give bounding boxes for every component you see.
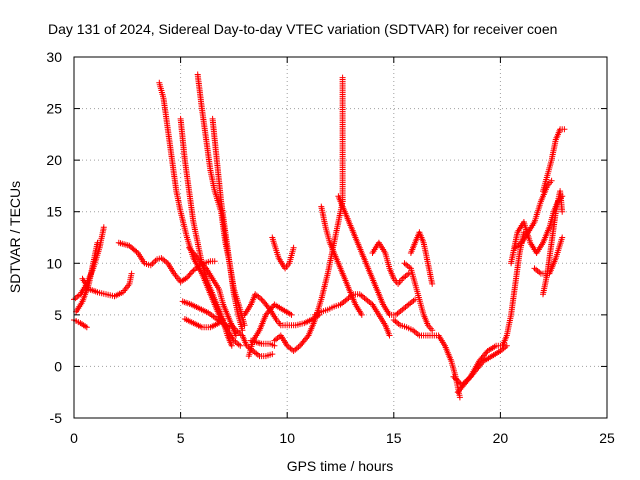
- y-tick-label: 25: [46, 101, 62, 117]
- y-tick-label: 5: [54, 307, 62, 323]
- axis-ticks: [73, 56, 608, 419]
- plus-markers: [390, 317, 463, 401]
- plus-markers: [369, 239, 412, 287]
- plot-frame: [73, 56, 608, 419]
- plus-markers: [318, 203, 365, 318]
- series-arc-19: [339, 74, 346, 205]
- plus-markers: [209, 115, 248, 329]
- plus-markers: [269, 234, 297, 272]
- series-arc-22: [311, 291, 393, 339]
- plus-markers: [245, 301, 295, 360]
- plus-markers: [540, 188, 566, 298]
- plus-markers: [241, 291, 323, 329]
- y-tick-label: 10: [46, 255, 62, 271]
- plus-markers: [339, 74, 346, 205]
- series-arc-09: [209, 115, 248, 329]
- series-arc-16: [245, 301, 295, 360]
- plus-markers: [79, 270, 135, 300]
- x-tick-label: 0: [70, 430, 78, 446]
- y-tick-label: 0: [54, 358, 62, 374]
- x-tick-label: 15: [386, 430, 402, 446]
- x-tick-label: 5: [177, 430, 185, 446]
- plus-markers: [271, 198, 346, 354]
- series-arc-12: [181, 316, 227, 331]
- series-arc-15: [241, 291, 323, 329]
- x-tick-label: 25: [599, 430, 615, 446]
- plus-markers: [401, 260, 436, 334]
- series-arc-04: [79, 270, 135, 300]
- x-tick-label: 10: [279, 430, 295, 446]
- plus-markers: [450, 229, 527, 388]
- series-arc-27: [450, 229, 527, 388]
- x-axis-label: GPS time / hours: [287, 458, 394, 474]
- plus-markers: [407, 229, 436, 287]
- plus-markers: [540, 126, 568, 195]
- series-arc-20: [318, 203, 365, 318]
- series-arc-32: [540, 188, 566, 298]
- y-tick-label: -5: [50, 410, 63, 426]
- grid-lines: [74, 57, 607, 418]
- series-arc-21: [335, 193, 419, 318]
- y-axis-label: SDTVAR / TECUs: [7, 181, 23, 293]
- plus-markers: [454, 342, 510, 396]
- series-arc-25: [401, 260, 436, 334]
- series-arc-23: [369, 239, 412, 287]
- series-arc-28: [454, 342, 510, 396]
- chart-title: Day 131 of 2024, Sidereal Day-to-day VTE…: [48, 21, 557, 37]
- series-arc-17: [269, 234, 297, 272]
- series-arc-33: [540, 126, 568, 195]
- x-tick-labels: 0 5 10 15 20 25: [70, 430, 615, 446]
- y-tick-label: 30: [46, 49, 62, 65]
- x-tick-label: 20: [493, 430, 509, 446]
- y-tick-labels: -5 0 5 10 15 20 25 30: [46, 49, 62, 426]
- series-arc-26: [407, 229, 436, 287]
- y-tick-label: 15: [46, 204, 62, 220]
- plus-markers: [181, 316, 227, 331]
- plus-markers: [311, 291, 393, 339]
- series-arc-18: [271, 198, 346, 354]
- y-tick-label: 20: [46, 152, 62, 168]
- series-arc-24: [390, 317, 463, 401]
- data-points: [71, 71, 568, 401]
- plus-markers: [335, 193, 419, 318]
